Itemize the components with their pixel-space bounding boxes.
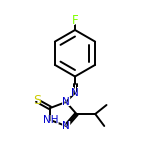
Text: N: N	[62, 97, 70, 107]
Text: S: S	[33, 94, 41, 107]
Text: S: S	[32, 93, 42, 108]
Text: F: F	[70, 14, 80, 28]
Text: NH: NH	[42, 115, 58, 125]
Text: N: N	[70, 87, 80, 99]
Text: F: F	[72, 15, 78, 27]
Text: N: N	[61, 120, 71, 132]
Text: NH: NH	[40, 114, 61, 126]
Text: N: N	[61, 96, 71, 108]
Text: N: N	[71, 88, 79, 98]
Text: N: N	[62, 121, 70, 131]
